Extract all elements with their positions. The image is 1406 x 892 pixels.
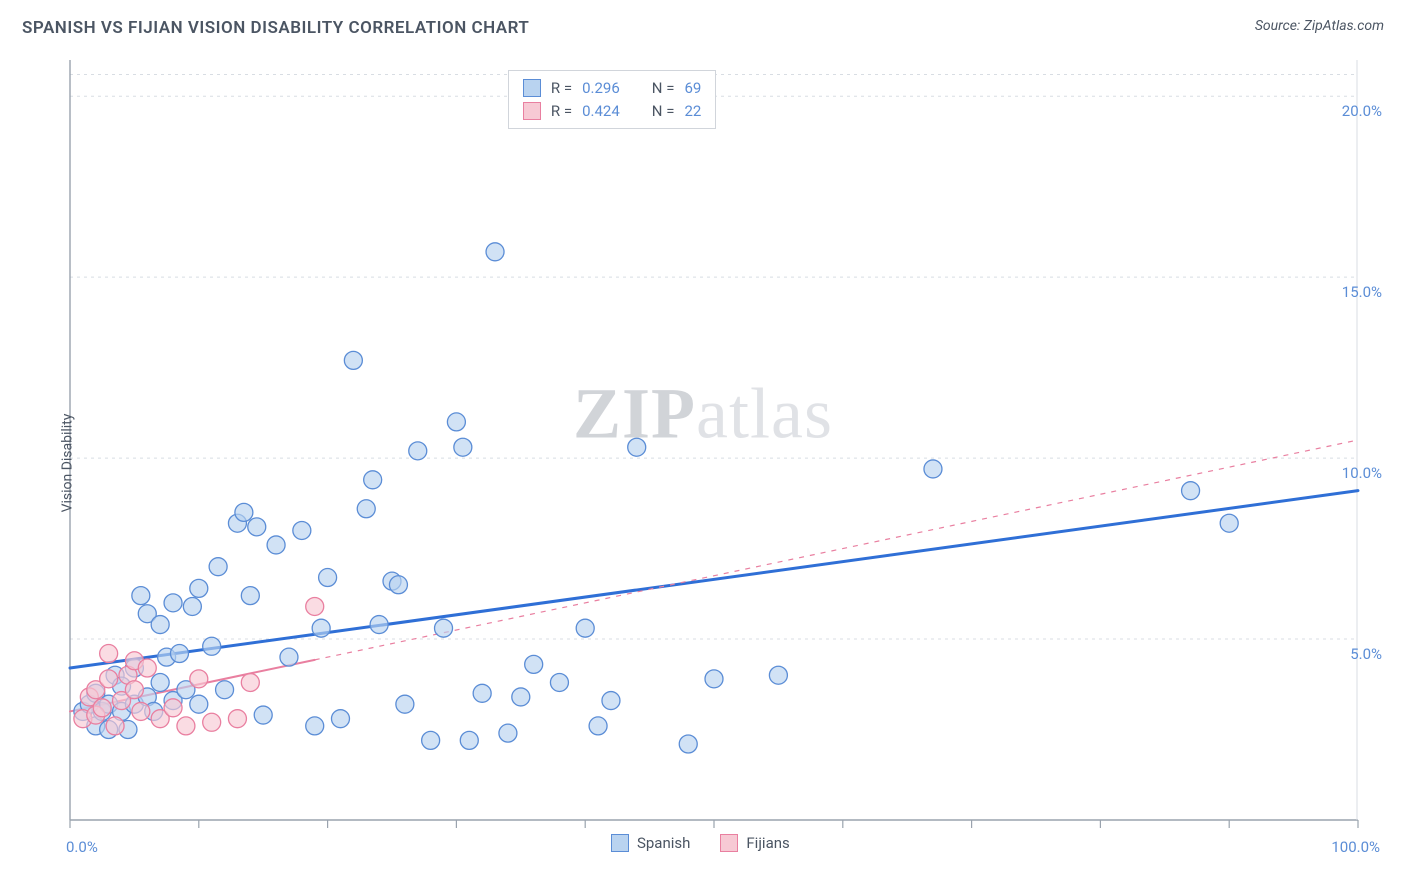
scatter-point xyxy=(389,576,407,594)
legend-swatch xyxy=(720,834,738,852)
series-legend: Spanish Fijians xyxy=(611,834,790,852)
scatter-point xyxy=(267,536,285,554)
series-legend-label: Fijians xyxy=(746,834,789,852)
legend-n-value: 22 xyxy=(684,100,701,123)
scatter-point xyxy=(132,587,150,605)
scatter-point xyxy=(499,724,517,742)
legend-swatch xyxy=(611,834,629,852)
legend-n-label: N = xyxy=(652,100,675,123)
legend-r-label: R = xyxy=(551,77,572,100)
y-axis-label: Vision Disability xyxy=(59,414,75,513)
scatter-point xyxy=(164,699,182,717)
header-bar: SPANISH VS FIJIAN VISION DISABILITY CORR… xyxy=(0,0,1406,46)
series-legend-item: Spanish xyxy=(611,834,690,852)
scatter-point xyxy=(550,673,568,691)
scatter-point xyxy=(435,619,453,637)
scatter-point xyxy=(306,597,324,615)
scatter-point xyxy=(177,717,195,735)
scatter-point xyxy=(306,717,324,735)
series-legend-label: Spanish xyxy=(637,834,690,852)
scatter-point xyxy=(628,438,646,456)
y-grid-label: 20.0% xyxy=(1342,102,1382,120)
scatter-point xyxy=(769,666,787,684)
legend-n-value: 69 xyxy=(684,77,701,100)
scatter-point xyxy=(512,688,530,706)
x-axis-min-label: 0.0% xyxy=(66,838,98,856)
scatter-point xyxy=(1182,482,1200,500)
legend-r-label: R = xyxy=(551,100,572,123)
scatter-point xyxy=(164,594,182,612)
scatter-point xyxy=(312,619,330,637)
scatter-point xyxy=(151,616,169,634)
scatter-point xyxy=(924,460,942,478)
scatter-point xyxy=(525,655,543,673)
scatter-point xyxy=(447,413,465,431)
scatter-point xyxy=(183,597,201,615)
scatter-point xyxy=(228,710,246,728)
scatter-point xyxy=(409,442,427,460)
scatter-point xyxy=(473,684,491,702)
scatter-point xyxy=(138,659,156,677)
scatter-point xyxy=(357,500,375,518)
scatter-point xyxy=(190,695,208,713)
scatter-point xyxy=(151,673,169,691)
scatter-point xyxy=(364,471,382,489)
source-link[interactable]: ZipAtlas.com xyxy=(1304,18,1384,34)
y-grid-label: 10.0% xyxy=(1342,464,1382,482)
scatter-point xyxy=(576,619,594,637)
scatter-point xyxy=(370,616,388,634)
legend-n-label: N = xyxy=(652,77,675,100)
scatter-point xyxy=(190,670,208,688)
scatter-point xyxy=(235,503,253,521)
legend-r-value: 0.424 xyxy=(582,100,620,123)
scatter-point xyxy=(203,713,221,731)
scatter-point xyxy=(422,731,440,749)
legend-row: R = 0.424 N = 22 xyxy=(523,100,701,123)
correlation-legend: R = 0.296 N = 69 R = 0.424 N = 22 xyxy=(508,70,716,129)
scatter-point xyxy=(248,518,266,536)
legend-r-value: 0.296 xyxy=(582,77,620,100)
scatter-point xyxy=(602,692,620,710)
y-grid-label: 5.0% xyxy=(1350,645,1382,663)
legend-row: R = 0.296 N = 69 xyxy=(523,77,701,100)
scatter-point xyxy=(486,243,504,261)
scatter-point xyxy=(125,681,143,699)
scatter-point xyxy=(454,438,472,456)
scatter-point xyxy=(254,706,272,724)
source-credit: Source: ZipAtlas.com xyxy=(1255,18,1384,34)
scatter-point xyxy=(344,351,362,369)
scatter-point xyxy=(679,735,697,753)
scatter-point xyxy=(331,710,349,728)
scatter-point xyxy=(93,699,111,717)
scatter-point xyxy=(293,521,311,539)
series-legend-item: Fijians xyxy=(720,834,789,852)
scatter-point xyxy=(190,579,208,597)
chart-title: SPANISH VS FIJIAN VISION DISABILITY CORR… xyxy=(22,18,529,38)
legend-swatch xyxy=(523,102,541,120)
scatter-plot xyxy=(22,52,1368,870)
scatter-point xyxy=(100,670,118,688)
scatter-point xyxy=(589,717,607,735)
x-axis-max-label: 100.0% xyxy=(1331,838,1380,856)
chart-area: Vision Disability ZIPatlas R = 0.296N = … xyxy=(22,52,1384,874)
scatter-point xyxy=(241,587,259,605)
scatter-point xyxy=(203,637,221,655)
scatter-point xyxy=(106,717,124,735)
scatter-point xyxy=(396,695,414,713)
scatter-point xyxy=(216,681,234,699)
scatter-point xyxy=(100,645,118,663)
scatter-point xyxy=(705,670,723,688)
source-label: Source: xyxy=(1255,18,1304,34)
scatter-point xyxy=(280,648,298,666)
scatter-point xyxy=(170,645,188,663)
scatter-point xyxy=(1220,514,1238,532)
scatter-point xyxy=(132,702,150,720)
legend-swatch xyxy=(523,79,541,97)
y-grid-label: 15.0% xyxy=(1342,283,1382,301)
scatter-point xyxy=(241,673,259,691)
scatter-point xyxy=(460,731,478,749)
scatter-point xyxy=(319,569,337,587)
scatter-point xyxy=(209,558,227,576)
